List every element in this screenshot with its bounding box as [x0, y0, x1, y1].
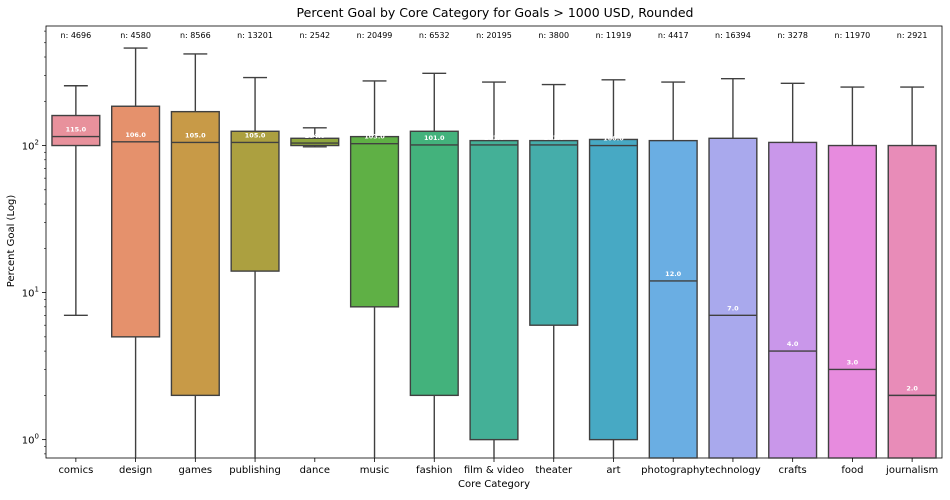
count-label: n: 2921: [897, 31, 928, 40]
box-art: [588, 138, 639, 441]
x-tick-label: crafts: [779, 465, 807, 476]
count-label: n: 3800: [538, 31, 569, 40]
box-crafts: [768, 141, 818, 459]
count-label: n: 3278: [777, 31, 808, 40]
y-tick-exponent: 2: [35, 139, 39, 147]
y-tick-base: 10: [22, 289, 35, 300]
box-design: [111, 105, 161, 338]
box-food: [827, 144, 877, 459]
y-tick-exponent: 1: [35, 286, 39, 294]
box-film-video: [469, 139, 519, 441]
count-label: n: 2542: [299, 31, 330, 40]
x-tick-label: photography: [641, 465, 705, 476]
count-label: n: 11970: [835, 31, 871, 40]
y-tick-label: 101: [22, 286, 39, 300]
y-tick-exponent: 0: [35, 433, 39, 441]
box-publishing: [230, 130, 280, 272]
box-journalism: [887, 144, 937, 459]
box-music: [349, 135, 400, 308]
count-label: n: 4696: [61, 31, 92, 40]
median-label: 115.0: [66, 126, 87, 134]
count-label: n: 6532: [419, 31, 450, 40]
median-label: 103.0: [364, 133, 385, 141]
box-technology: [708, 137, 758, 459]
x-tick-label: art: [606, 465, 620, 476]
count-label: n: 8566: [180, 31, 211, 40]
count-label: n: 20499: [357, 31, 393, 40]
box-games: [170, 110, 220, 397]
count-label: n: 13201: [237, 31, 273, 40]
median-label: 7.0: [727, 304, 739, 312]
median-label: 3.0: [847, 358, 859, 366]
median-label: 104.0: [305, 132, 326, 140]
y-axis-label: Percent Goal (Log): [6, 195, 17, 288]
x-tick-label: games: [179, 465, 213, 476]
box-fashion: [409, 130, 459, 397]
median-label: 101.0: [424, 134, 445, 142]
median-label: 2.0: [906, 384, 918, 392]
x-tick-label: music: [360, 465, 390, 476]
x-tick-label: comics: [58, 465, 93, 476]
x-axis-label: Core Category: [458, 479, 530, 490]
box-photography: [648, 139, 698, 459]
chart-title: Percent Goal by Core Category for Goals …: [297, 5, 694, 20]
y-tick-label: 100: [22, 433, 39, 447]
y-tick-base: 10: [22, 142, 35, 153]
x-tick-label: food: [841, 465, 863, 476]
x-tick-label: film & video: [464, 465, 524, 476]
count-label: n: 20195: [476, 31, 512, 40]
x-tick-label: fashion: [416, 465, 452, 476]
x-tick-label: technology: [705, 465, 761, 476]
median-label: 100.0: [603, 135, 624, 143]
count-label: n: 11919: [596, 31, 632, 40]
median-label: 101.0: [484, 134, 505, 142]
median-label: 105.0: [245, 131, 266, 139]
y-tick-base: 10: [22, 436, 35, 447]
y-tick-label: 102: [22, 139, 39, 153]
box-comics: [51, 114, 101, 147]
median-label: 106.0: [125, 131, 146, 139]
median-label: 12.0: [665, 270, 682, 278]
median-label: 101.0: [543, 134, 564, 142]
x-tick-label: journalism: [885, 465, 938, 476]
box-theater: [529, 139, 579, 326]
count-label: n: 4417: [658, 31, 689, 40]
count-label: n: 16394: [715, 31, 751, 40]
x-tick-label: dance: [300, 465, 330, 476]
x-tick-label: publishing: [229, 465, 281, 476]
median-label: 4.0: [787, 340, 799, 348]
count-label: n: 4580: [120, 31, 151, 40]
box-dance: [290, 137, 340, 147]
x-tick-label: design: [119, 465, 152, 476]
x-tick-label: theater: [535, 465, 573, 476]
median-label: 105.0: [185, 131, 206, 139]
